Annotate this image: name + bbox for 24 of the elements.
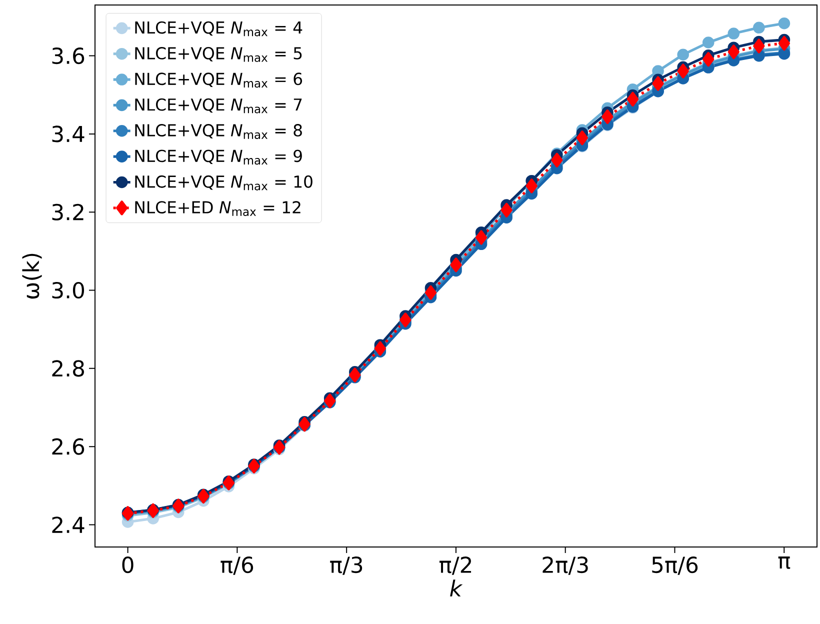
y-tick-label: 3.0 (52, 282, 84, 299)
legend-label: NLCE+VQE N$_{max}$ = 6 (135, 72, 302, 88)
legend-label: NLCE+ED N$_{max}$ = 12 (135, 201, 300, 216)
y-tick-label: 2.8 (52, 360, 84, 377)
legend-label: NLCE+VQE N$_{max}$ = 7 (135, 98, 302, 114)
y-axis-title: ω(k) (22, 254, 42, 299)
legend-label: NLCE+VQE N$_{max}$ = 8 (135, 124, 302, 139)
legend-label: NLCE+VQE N$_{max}$ = 4 (135, 21, 302, 36)
y-tick-label: 3.6 (52, 48, 84, 64)
y-tick-label: 2.6 (52, 438, 84, 455)
y-tick-label: 2.4 (52, 516, 84, 533)
x-tick-label: 2π/3 (542, 556, 588, 575)
x-tick-label: π/3 (330, 556, 362, 575)
x-axis-title: k (450, 580, 463, 596)
x-tick-label: π/2 (439, 556, 472, 575)
x-tick-label: π (778, 556, 790, 569)
x-tick-label: 5π/6 (652, 556, 698, 575)
legend-label: NLCE+VQE N$_{max}$ = 10 (135, 175, 312, 190)
x-tick-label: 0 (122, 556, 134, 574)
y-tick-label: 3.2 (52, 204, 84, 220)
legend-label: NLCE+VQE N$_{max}$ = 9 (135, 150, 302, 165)
y-tick-label: 3.4 (52, 126, 84, 142)
legend-label: NLCE+VQE N$_{max}$ = 5 (135, 46, 302, 62)
x-tick-label: π/6 (220, 556, 254, 575)
